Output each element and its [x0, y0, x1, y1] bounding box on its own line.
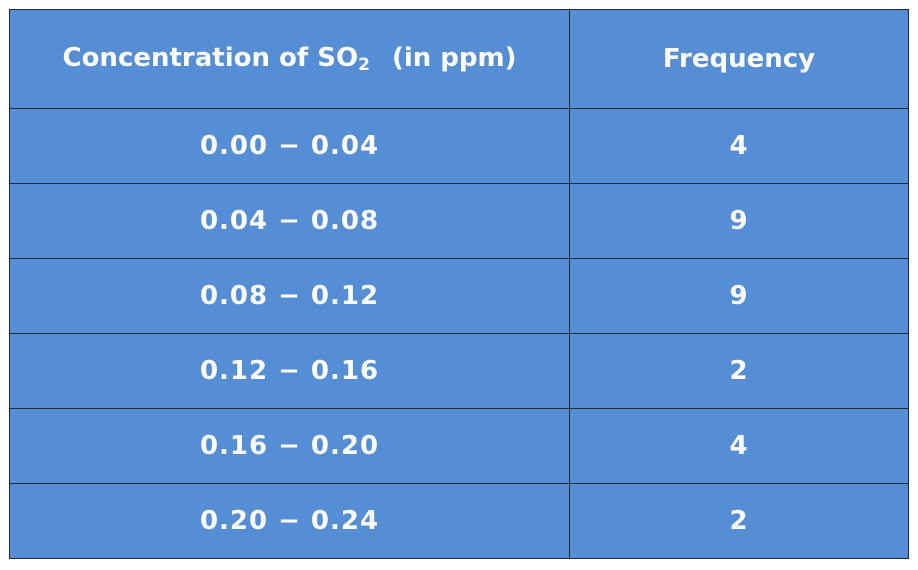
frequency-cell: 4 [569, 408, 909, 484]
concentration-range-cell: 0.04−0.08 [9, 183, 570, 259]
range-dash: − [278, 131, 301, 161]
range-to: 0.24 [310, 506, 380, 536]
range-from: 0.20 [199, 506, 269, 536]
header-concentration-main: Concentration of SO [62, 43, 359, 73]
table-row: 0.12−0.16 2 [9, 333, 909, 409]
range-to: 0.08 [310, 206, 380, 236]
frequency-cell: 2 [569, 333, 909, 409]
range-to: 0.16 [310, 356, 380, 386]
frequency-cell: 2 [569, 483, 909, 559]
frequency-cell: 4 [569, 108, 909, 184]
table-row: 0.04−0.08 9 [9, 183, 909, 259]
range-dash: − [278, 281, 301, 311]
range-from: 0.00 [199, 131, 269, 161]
header-concentration-subscript: 2 [358, 55, 370, 75]
range-to: 0.04 [310, 131, 380, 161]
header-concentration: Concentration of SO2 (in ppm) [9, 9, 570, 109]
range-dash: − [278, 506, 301, 536]
header-row: Concentration of SO2 (in ppm) Frequency [9, 9, 909, 109]
concentration-range-cell: 0.12−0.16 [9, 333, 570, 409]
table-row: 0.00−0.04 4 [9, 108, 909, 184]
concentration-range-cell: 0.16−0.20 [9, 408, 570, 484]
range-from: 0.16 [199, 431, 269, 461]
range-from: 0.04 [199, 206, 269, 236]
range-dash: − [278, 356, 301, 386]
concentration-range-cell: 0.08−0.12 [9, 258, 570, 334]
range-from: 0.12 [199, 356, 269, 386]
table-row: 0.08−0.12 9 [9, 258, 909, 334]
range-to: 0.12 [310, 281, 380, 311]
table-body: 0.00−0.04 4 0.04−0.08 9 0.08−0.12 9 0.12−0.16 2… [9, 108, 909, 559]
table-row: 0.20−0.24 2 [9, 483, 909, 559]
range-dash: − [278, 431, 301, 461]
range-dash: − [278, 206, 301, 236]
header-frequency: Frequency [569, 9, 909, 109]
frequency-cell: 9 [569, 258, 909, 334]
table-row: 0.16−0.20 4 [9, 408, 909, 484]
concentration-range-cell: 0.20−0.24 [9, 483, 570, 559]
range-from: 0.08 [199, 281, 269, 311]
frequency-table: Concentration of SO2 (in ppm) Frequency 0… [9, 9, 909, 559]
range-to: 0.20 [310, 431, 380, 461]
header-concentration-unit: (in ppm) [391, 43, 517, 73]
concentration-range-cell: 0.00−0.04 [9, 108, 570, 184]
frequency-cell: 9 [569, 183, 909, 259]
